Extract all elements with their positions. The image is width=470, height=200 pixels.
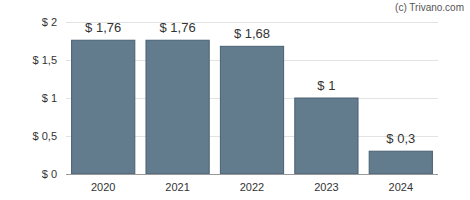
data-label: $ 1 bbox=[317, 78, 335, 93]
annotation: (c) Trivano.com bbox=[395, 2, 464, 13]
bar bbox=[72, 40, 135, 174]
bar bbox=[146, 40, 209, 174]
bar bbox=[369, 151, 432, 174]
x-axis-line bbox=[66, 174, 438, 175]
chart-svg: $ 0$ 0,5$ 1$ 1,5$ 2$ 1,76$ 1,76$ 1,68$ 1… bbox=[0, 0, 470, 200]
bars bbox=[72, 40, 433, 174]
y-tick-label: $ 0 bbox=[42, 168, 57, 180]
data-label: $ 1,76 bbox=[160, 20, 196, 35]
x-tick-label: 2021 bbox=[165, 181, 189, 193]
labels: $ 1,76 $ 1,76 $ 1,68 $ 1 $ 0,3 bbox=[85, 20, 415, 146]
x-tick-label: 2022 bbox=[240, 181, 264, 193]
y-tick-label: $ 2 bbox=[42, 16, 57, 28]
y-tick-label: $ 1 bbox=[42, 92, 57, 104]
bar bbox=[220, 46, 283, 174]
y-tick-label: $ 0,5 bbox=[33, 130, 57, 142]
x-tick-label: 2023 bbox=[314, 181, 338, 193]
grid-line bbox=[66, 22, 438, 23]
y-tick-label: $ 1,5 bbox=[33, 54, 57, 66]
bar bbox=[295, 98, 358, 174]
data-label: $ 1,76 bbox=[85, 20, 121, 35]
grid-line bbox=[66, 174, 438, 175]
data-label: $ 0,3 bbox=[386, 131, 415, 146]
x-tick-label: 2020 bbox=[91, 181, 115, 193]
chart-container: $ 0$ 0,5$ 1$ 1,5$ 2$ 1,76$ 1,76$ 1,68$ 1… bbox=[0, 0, 470, 200]
data-label: $ 1,68 bbox=[234, 26, 270, 41]
x-tick-label: 2024 bbox=[389, 181, 413, 193]
